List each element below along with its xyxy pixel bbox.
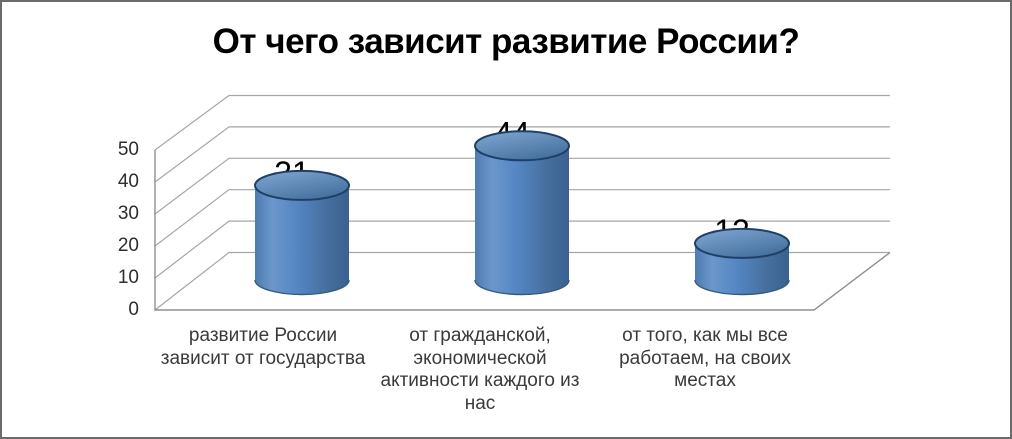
cylinder-bar-2[interactable] xyxy=(474,130,570,296)
y-axis-tick-label: 30 xyxy=(117,203,139,224)
gridline xyxy=(154,220,890,279)
category-label-line: зависит от государства xyxy=(160,347,366,369)
category-label-2: от гражданской, экономической активности… xyxy=(355,325,605,415)
gridline xyxy=(154,251,890,311)
y-axis-tick-label: 50 xyxy=(117,139,139,160)
chart-title: От чего зависит развитие России? xyxy=(212,22,800,61)
y-axis-tick-label: 40 xyxy=(117,171,139,192)
category-label-line: экономической xyxy=(413,347,547,369)
gridline xyxy=(154,157,890,215)
y-axis-tick-label: 0 xyxy=(128,299,139,320)
category-label-1: развитие России зависит от государства xyxy=(138,325,388,370)
gridline xyxy=(154,126,890,183)
category-label-line: работаем, на своих xyxy=(619,347,791,369)
gridline xyxy=(154,189,890,247)
category-label-line: от гражданской, xyxy=(409,325,551,346)
y-axis-tick-label: 20 xyxy=(117,235,139,256)
category-label-line: нас xyxy=(464,392,496,414)
category-label-3: от того, как мы все работаем, на своих м… xyxy=(580,325,830,393)
category-label-line: развитие России xyxy=(188,325,338,346)
category-label-line: от того, как мы все xyxy=(622,325,788,346)
y-axis-tick-label: 10 xyxy=(117,267,139,288)
cylinder-bar-1[interactable] xyxy=(254,169,350,296)
cylinder-bar-3[interactable] xyxy=(694,227,790,296)
category-label-line: местах xyxy=(674,370,736,391)
gridline xyxy=(154,94,890,151)
category-label-line: активности каждого из xyxy=(380,370,580,391)
axis-frame xyxy=(154,150,891,311)
